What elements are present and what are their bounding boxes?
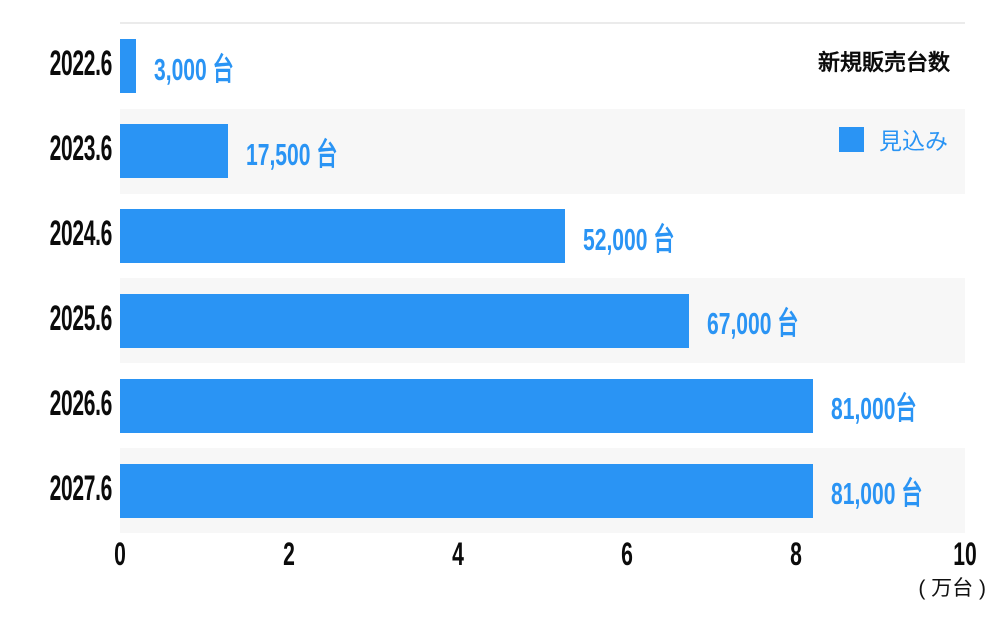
x-tick: 4 [452, 536, 464, 572]
category-row: 2024.6 [0, 192, 113, 277]
category-label: 2023.6 [49, 129, 113, 169]
x-tick: 0 [114, 536, 126, 572]
category-row: 2022.6 [0, 22, 113, 107]
chart-row: 3,000 台 [120, 24, 965, 109]
category-label: 2024.6 [49, 214, 113, 254]
plot-area: 3,000 台 17,500 台 52,000 台 67,000 台 81,00… [120, 22, 965, 533]
bar-value-label: 81,000 台 [830, 476, 923, 512]
category-label: 2027.6 [49, 468, 113, 508]
category-label: 2026.6 [49, 383, 113, 423]
chart-row: 81,000台 [120, 363, 965, 448]
chart-row: 17,500 台 [120, 108, 965, 194]
x-axis-unit-label: ( 万台 ) [918, 577, 986, 600]
chart-title: 新規販売台数 [817, 50, 950, 75]
bar-value-label: 67,000 台 [706, 306, 799, 342]
chart-row: 52,000 台 [120, 194, 965, 279]
bar-value-label: 3,000 台 [154, 51, 234, 87]
x-tick: 8 [790, 536, 802, 572]
chart-row: 81,000 台 [120, 448, 965, 533]
bar-value-label: 17,500 台 [246, 136, 338, 172]
category-row: 2027.6 [0, 446, 113, 531]
bar-2024 [120, 209, 566, 264]
legend-item: 見込み [839, 122, 948, 156]
y-axis-category-labels: 2022.6 2023.6 2024.6 2025.6 2026.6 2027.… [0, 22, 113, 531]
category-row: 2023.6 [0, 107, 113, 192]
bar-value-label: 52,000 台 [583, 221, 675, 257]
x-tick: 6 [621, 536, 633, 572]
category-row: 2026.6 [0, 361, 113, 446]
bar-2023 [120, 124, 229, 179]
x-tick: 2 [283, 536, 295, 572]
bar-value-label: 81,000台 [830, 391, 917, 427]
bar-2026 [120, 378, 813, 433]
bar-2025 [120, 293, 689, 348]
bar-2027 [120, 463, 813, 518]
legend-label: 見込み [879, 128, 948, 154]
legend-swatch-icon [839, 126, 864, 152]
x-axis: 0 2 4 6 8 10 [114, 536, 977, 572]
x-tick: 10 [953, 536, 977, 572]
category-row: 2025.6 [0, 276, 113, 361]
category-label: 2022.6 [49, 44, 113, 84]
category-label: 2025.6 [49, 298, 113, 338]
chart-row: 67,000 台 [120, 278, 965, 364]
bar-2022 [120, 39, 137, 94]
